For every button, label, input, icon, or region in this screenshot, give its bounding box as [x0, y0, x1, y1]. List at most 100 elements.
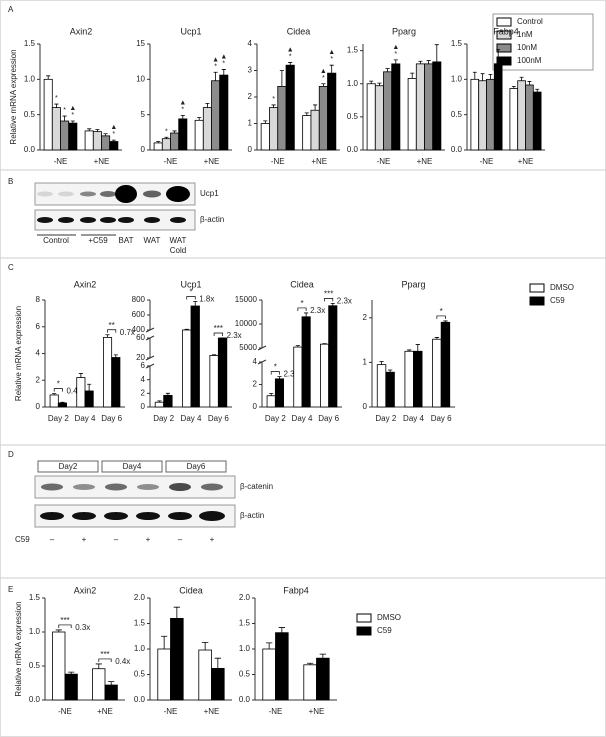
error-bar [55, 629, 62, 632]
error-bar [304, 312, 309, 317]
treatment-sign: – [114, 535, 119, 544]
chart-title: Ucp1 [180, 279, 201, 289]
day-box [165, 460, 227, 473]
error-bar [319, 653, 327, 659]
bar [415, 63, 425, 151]
band [118, 217, 134, 223]
band [170, 217, 186, 223]
band [136, 512, 160, 520]
y-tick-label: 400 [132, 325, 146, 334]
y-tick-label: 0 [253, 402, 258, 411]
error-bar [46, 75, 51, 80]
bar [478, 80, 487, 151]
break-mark [145, 327, 155, 341]
error-bar [157, 400, 162, 403]
panel-label: B [8, 177, 13, 186]
legend-label: C59 [550, 296, 565, 305]
band [37, 191, 53, 197]
error-bar [295, 345, 300, 348]
x-tick-label: -NE [164, 157, 178, 166]
error-bar [160, 635, 168, 649]
error-bar [527, 81, 532, 85]
bar [366, 83, 376, 151]
y-tick-label: 1.5 [134, 619, 146, 628]
error-bar [379, 361, 384, 365]
bar [303, 664, 317, 701]
error-bar [95, 129, 100, 132]
error-bar [511, 86, 516, 89]
y-tick-label: 2 [363, 313, 368, 322]
chart-title: Cidea [179, 585, 203, 595]
band [40, 512, 64, 520]
treatment-sign: + [210, 535, 215, 544]
bar [440, 321, 451, 408]
band [137, 484, 159, 490]
bar [92, 668, 106, 701]
significance: ** [109, 321, 115, 330]
bracket [213, 332, 223, 336]
bar [532, 91, 542, 151]
error-bar [377, 82, 382, 86]
error-bar [410, 72, 415, 79]
panel-label: C [8, 263, 14, 272]
band [199, 511, 225, 521]
bar [60, 120, 70, 151]
bar [293, 346, 303, 408]
treatment-sign: + [82, 535, 87, 544]
y-tick-label: 1 [248, 119, 253, 128]
y-tick-label: 1.5 [24, 39, 36, 48]
band [80, 191, 96, 197]
y-tick-label: 600 [132, 310, 146, 319]
chart-title: Axin2 [74, 279, 97, 289]
y-tick-label: 10000 [235, 319, 258, 328]
bar [68, 122, 78, 151]
x-tick-label: +NE [311, 157, 327, 166]
bar [525, 84, 534, 151]
x-tick-label: +NE [97, 707, 113, 716]
error-bar [156, 141, 161, 143]
y-tick-label: 15000 [235, 295, 258, 304]
y-tick-label: 1.0 [29, 627, 41, 636]
x-tick-label: Day 4 [403, 414, 424, 423]
y-tick-label: 4 [253, 357, 258, 366]
significance: ▲* [287, 47, 294, 61]
band-label: β-catenin [240, 482, 273, 491]
error-bar [434, 337, 440, 340]
error-bar [205, 102, 210, 108]
error-bar [180, 114, 185, 119]
y-tick-label: 10 [136, 74, 145, 83]
error-bar [407, 349, 412, 352]
error-bar [443, 320, 448, 323]
x-tick-label: -NE [164, 707, 178, 716]
group-label: WAT [170, 236, 187, 245]
legend-label: Control [517, 17, 543, 26]
significance: * [163, 128, 170, 135]
significance: * [274, 363, 277, 372]
bar [52, 631, 66, 701]
y-tick-label: 2 [36, 375, 41, 384]
legend-swatch [356, 626, 372, 636]
legend-swatch [496, 30, 512, 40]
fold-change: 0.3x [75, 623, 90, 632]
bar [76, 377, 86, 408]
band-label: β-actin [240, 511, 264, 520]
y-tick-label: 8 [36, 295, 41, 304]
error-bar [418, 60, 423, 64]
bar [198, 649, 212, 701]
fold-change: 0.4x [66, 387, 81, 396]
band [168, 512, 192, 520]
bar [277, 86, 287, 151]
chart-title: Fabp4 [493, 26, 519, 36]
y-tick-label: 1.5 [29, 593, 41, 602]
y-tick-label: 0.5 [134, 670, 146, 679]
x-tick-label: -NE [58, 707, 72, 716]
bracket [297, 307, 307, 311]
error-bar [472, 71, 477, 80]
error-bar [113, 354, 118, 358]
error-bar [265, 642, 273, 649]
bar [269, 107, 279, 151]
fold-change: 2.3x [227, 331, 242, 340]
error-bar [488, 73, 493, 80]
bar [407, 78, 417, 151]
error-bar [306, 662, 314, 665]
